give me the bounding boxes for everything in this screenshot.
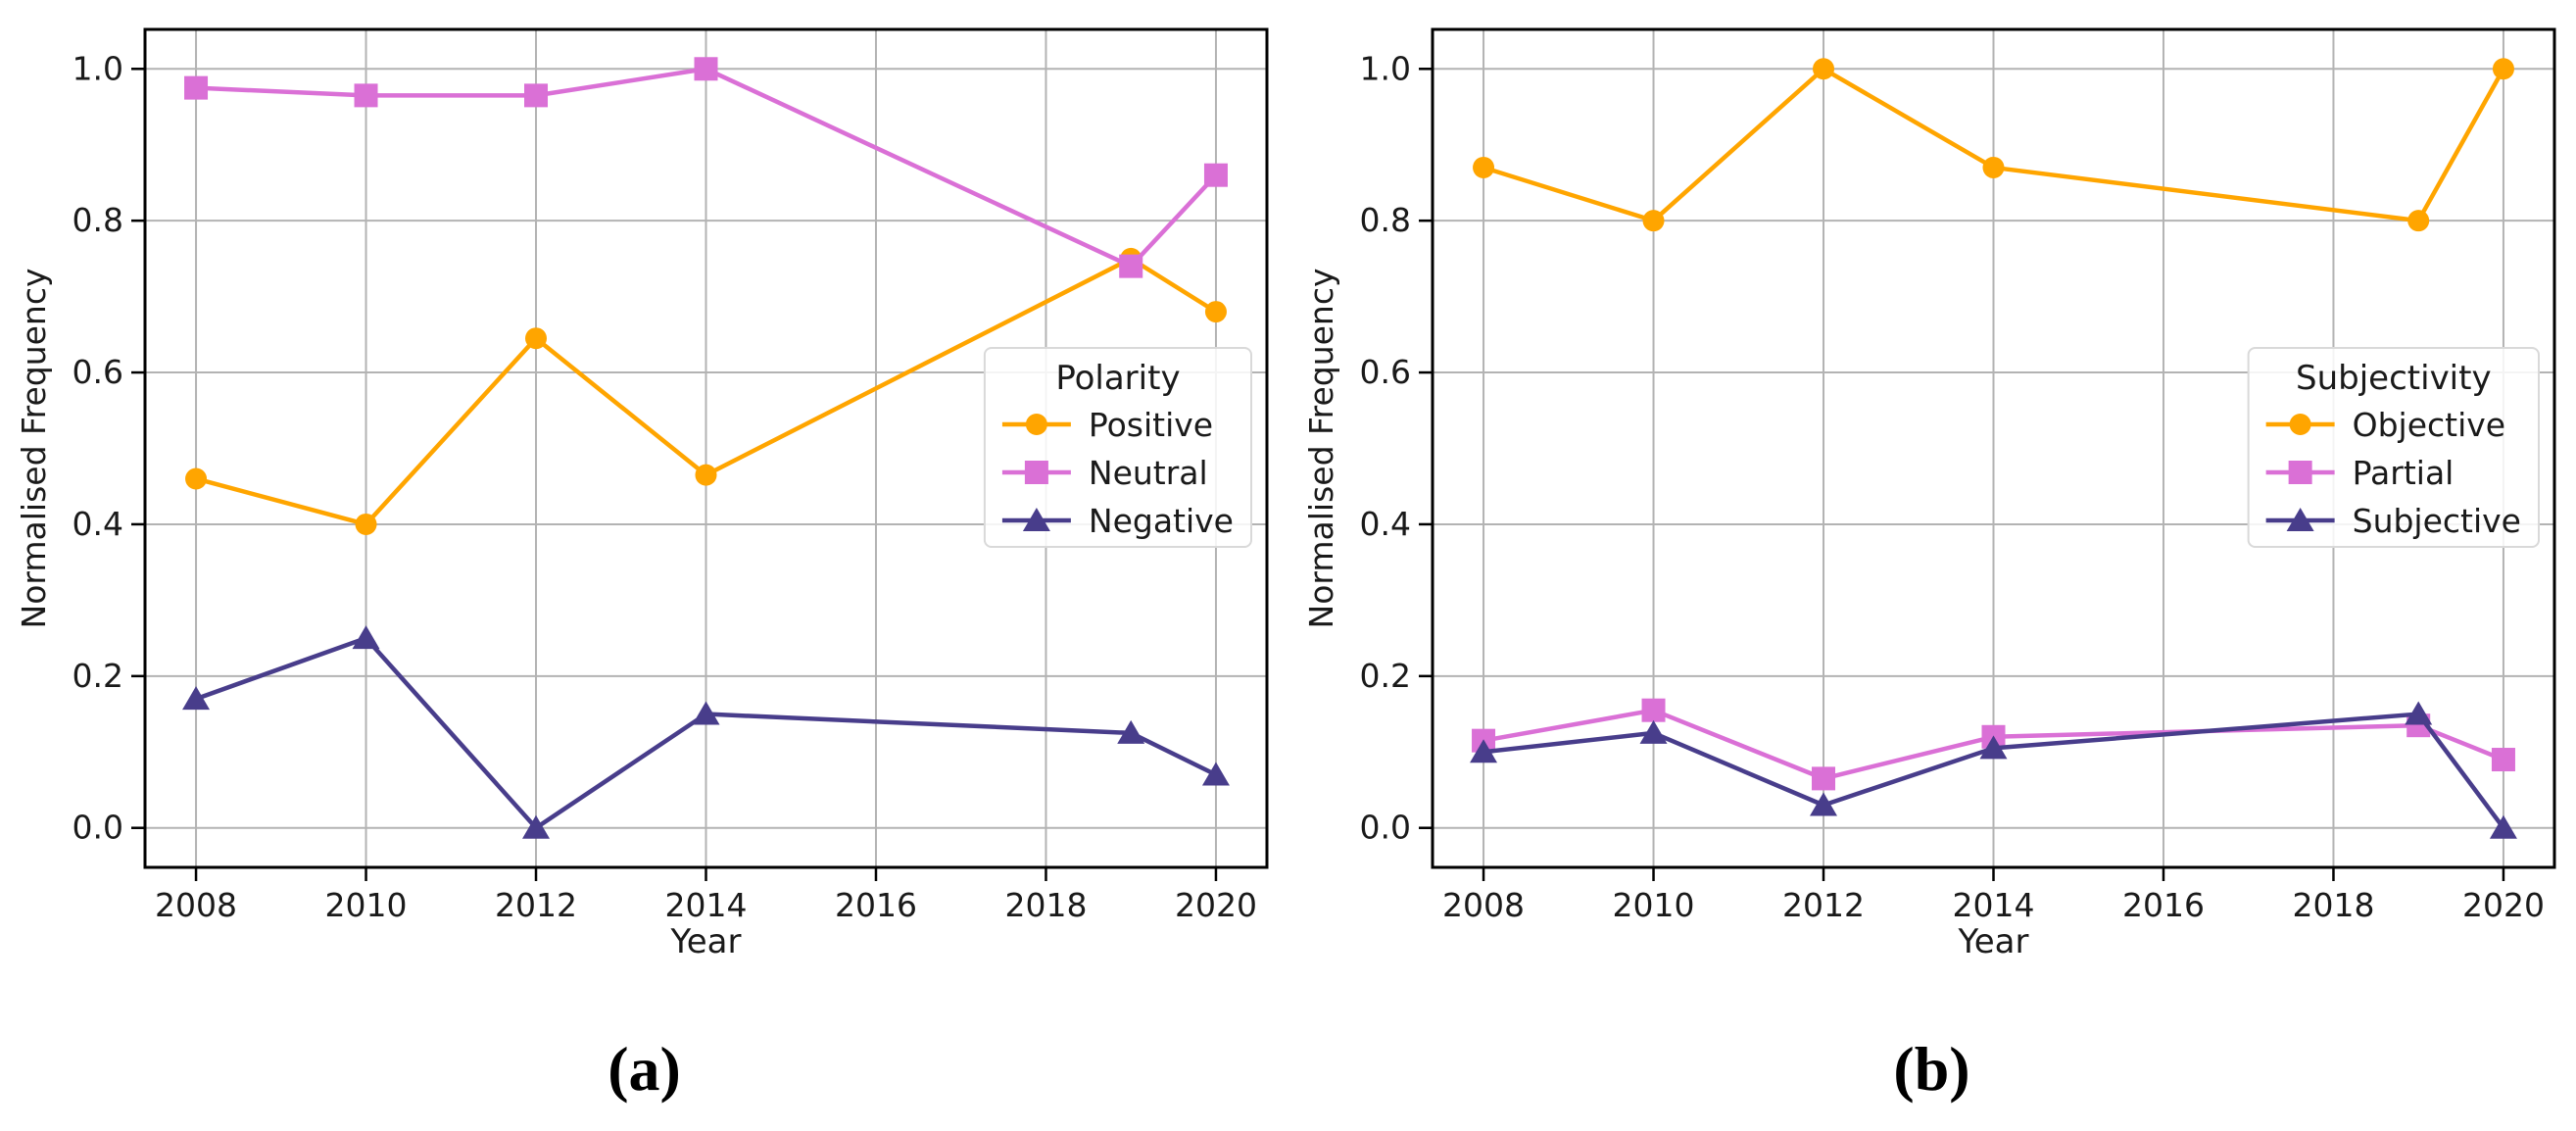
series-objective-line bbox=[1481, 67, 2506, 223]
series-neutral-marker bbox=[354, 83, 378, 108]
y-axis-label: Normalised Frequency bbox=[15, 269, 53, 629]
series-neutral-marker bbox=[184, 75, 209, 100]
series-neutral-marker bbox=[524, 83, 549, 108]
x-tick-label: 2018 bbox=[1004, 886, 1087, 924]
y-tick-label: 0.6 bbox=[1360, 353, 1411, 391]
series-subjective-marker bbox=[2489, 814, 2517, 839]
y-tick-label: 0.8 bbox=[1360, 201, 1411, 239]
legend-marker-triangle bbox=[2286, 508, 2314, 531]
series-negative-marker bbox=[1117, 719, 1145, 744]
y-tick-label: 0.2 bbox=[1360, 657, 1411, 695]
y-tick-label: 0.6 bbox=[73, 353, 123, 391]
series-neutral-line bbox=[193, 67, 1219, 269]
legend-item-label: Negative bbox=[1089, 502, 1234, 540]
x-tick-label: 2008 bbox=[1442, 886, 1525, 924]
series-negative-marker bbox=[692, 701, 720, 725]
x-axis-label: Year bbox=[1958, 922, 2029, 961]
series-subjective-marker bbox=[1470, 739, 1498, 763]
y-tick-label: 0.0 bbox=[73, 809, 123, 847]
series-neutral-marker bbox=[1119, 254, 1143, 278]
y-tick-label: 0.0 bbox=[1360, 809, 1411, 847]
series-negative-marker bbox=[522, 814, 551, 839]
legend-item-label: Objective bbox=[2353, 406, 2505, 444]
polarity-chart: 2008 2010 2012 2014 2016 2018 2020 0.0 0.2 0.4 0.6… bbox=[15, 27, 1269, 961]
series-neutral-marker bbox=[694, 57, 718, 81]
x-tick-label: 2016 bbox=[835, 886, 917, 924]
legend-box bbox=[983, 347, 1252, 548]
legend-box bbox=[2247, 347, 2540, 548]
y-tick-label: 0.2 bbox=[73, 657, 123, 695]
legend-item-label: Positive bbox=[1089, 406, 1213, 444]
legend-marker-square bbox=[1024, 461, 1048, 484]
series-subjective-marker bbox=[1979, 735, 2008, 760]
series-subjective-marker bbox=[2405, 701, 2433, 725]
series-positive-marker bbox=[695, 464, 717, 486]
y-tick-label: 1.0 bbox=[73, 49, 123, 87]
x-tick-label: 2012 bbox=[495, 886, 577, 924]
series-negative-line bbox=[193, 635, 1219, 830]
x-tick-label: 2020 bbox=[2462, 886, 2545, 924]
y-tick-label: 1.0 bbox=[1360, 49, 1411, 87]
series-neutral-marker bbox=[1203, 163, 1228, 187]
series-negative-marker bbox=[1201, 762, 1230, 786]
legend-title: Subjectivity bbox=[2296, 359, 2492, 398]
series-partial-marker bbox=[1812, 766, 1836, 791]
series-partial-marker bbox=[1641, 698, 1666, 722]
series-subjective-marker bbox=[1639, 719, 1668, 744]
legend-marker-triangle bbox=[1022, 508, 1050, 531]
series-subjective-line bbox=[1481, 712, 2506, 830]
series-positive-marker bbox=[355, 513, 377, 535]
legend-marker-circle bbox=[2289, 414, 2311, 435]
y-tick-label: 0.4 bbox=[1360, 505, 1411, 543]
x-tick-label: 2020 bbox=[1175, 886, 1257, 924]
y-tick-label: 0.8 bbox=[73, 201, 123, 239]
panel-b: 2008 2010 2012 2014 2016 2018 2020 0.0 0.2 0.4 0.6… bbox=[1288, 0, 2576, 1131]
x-tick-label: 2010 bbox=[325, 886, 408, 924]
series-positive-marker bbox=[185, 467, 208, 490]
x-tick-label: 2012 bbox=[1782, 886, 1865, 924]
x-tick-label: 2018 bbox=[2292, 886, 2374, 924]
series-positive-line bbox=[193, 256, 1219, 527]
caption-b: (b) bbox=[1893, 1034, 1970, 1104]
x-tick-label: 2016 bbox=[2122, 886, 2205, 924]
series-objective-marker bbox=[1642, 210, 1665, 232]
legend-item-label: Subjective bbox=[2353, 502, 2521, 540]
subjectivity-chart: 2008 2010 2012 2014 2016 2018 2020 0.0 0.2 0.4 0.6… bbox=[1302, 27, 2556, 961]
x-tick-label: 2010 bbox=[1613, 886, 1695, 924]
series-objective-marker bbox=[2407, 210, 2430, 232]
caption-a: (a) bbox=[608, 1034, 681, 1104]
legend-title: Polarity bbox=[1055, 359, 1180, 398]
x-tick-label: 2014 bbox=[665, 886, 748, 924]
series-positive-marker bbox=[1204, 301, 1227, 323]
series-objective-marker bbox=[1982, 156, 2005, 178]
series-partial-marker bbox=[2491, 748, 2515, 772]
series-positive-marker bbox=[525, 327, 548, 350]
x-tick-label: 2014 bbox=[1953, 886, 2035, 924]
series-objective-marker bbox=[1473, 156, 1495, 178]
series-negative-marker bbox=[352, 625, 380, 650]
legend-item-label: Neutral bbox=[1089, 454, 1208, 492]
series-subjective-marker bbox=[1810, 792, 1838, 816]
series-objective-marker bbox=[1813, 58, 1835, 80]
legend-item-label: Partial bbox=[2353, 454, 2454, 492]
series-objective-marker bbox=[2492, 58, 2514, 80]
x-tick-label: 2008 bbox=[155, 886, 237, 924]
legend-marker-square bbox=[2288, 461, 2312, 484]
panel-a: 2008 2010 2012 2014 2016 2018 2020 0.0 0.2 0.4 0.6… bbox=[15, 27, 1269, 1104]
x-axis-label: Year bbox=[670, 922, 742, 961]
y-tick-label: 0.4 bbox=[73, 505, 123, 543]
legend-marker-circle bbox=[1025, 414, 1047, 435]
series-negative-marker bbox=[182, 686, 211, 711]
y-axis-label: Normalised Frequency bbox=[1302, 269, 1340, 629]
